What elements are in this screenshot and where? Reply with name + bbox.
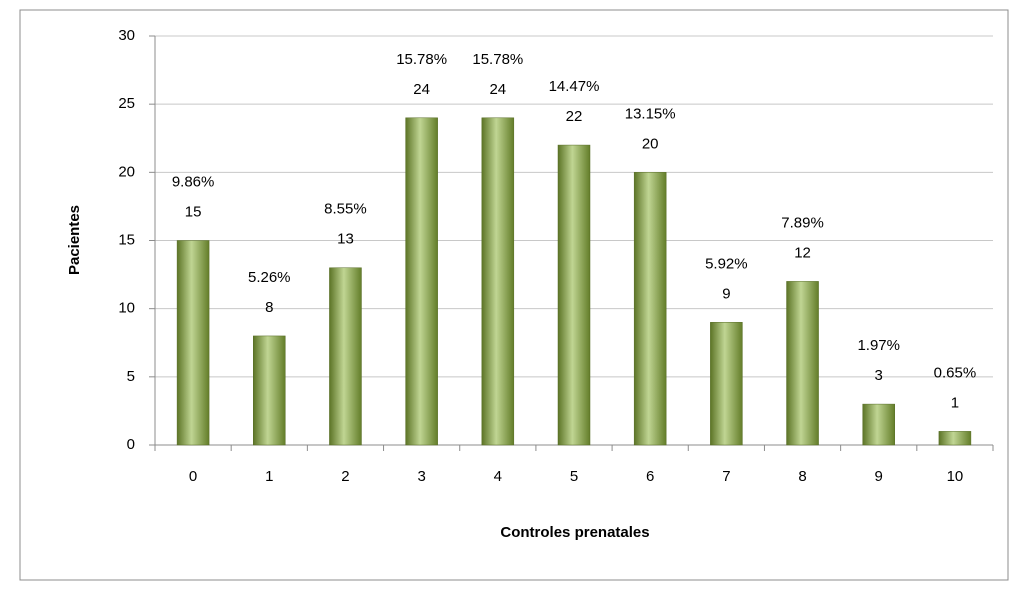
bar: [938, 431, 972, 446]
percent-label: 7.89%: [781, 214, 824, 231]
x-tick-label: 10: [947, 468, 964, 485]
x-tick-label: 8: [798, 468, 806, 485]
percent-label: 5.92%: [705, 255, 748, 272]
value-label: 3: [875, 367, 883, 384]
y-tick-label: 5: [127, 368, 135, 385]
value-label: 12: [794, 244, 811, 261]
percent-label: 5.26%: [248, 269, 291, 286]
value-label: 1: [951, 394, 959, 411]
value-label: 24: [489, 81, 506, 98]
percent-label: 9.86%: [172, 173, 215, 190]
percent-label: 13.15%: [625, 105, 676, 122]
value-label: 9: [722, 285, 730, 302]
x-tick-label: 5: [570, 468, 578, 485]
value-label: 15: [185, 203, 202, 220]
percent-label: 8.55%: [324, 201, 367, 218]
x-tick-label: 1: [265, 468, 273, 485]
percent-label: 0.65%: [934, 364, 977, 381]
x-tick-label: 4: [494, 468, 502, 485]
y-tick-label: 15: [118, 231, 135, 248]
bar: [253, 335, 286, 446]
x-tick-label: 6: [646, 468, 654, 485]
bar: [710, 322, 743, 446]
value-label: 24: [413, 81, 430, 98]
y-tick-label: 30: [118, 27, 135, 44]
x-tick-label: 7: [722, 468, 730, 485]
bar: [329, 267, 362, 446]
bar: [176, 240, 210, 446]
bar: [557, 144, 591, 446]
value-label: 13: [337, 231, 354, 248]
bar: [633, 172, 667, 446]
x-axis-title: Controles prenatales: [500, 524, 649, 541]
bar: [481, 117, 515, 446]
value-label: 20: [642, 135, 659, 152]
x-tick-label: 2: [341, 468, 349, 485]
x-tick-label: 0: [189, 468, 197, 485]
bar: [862, 403, 895, 446]
bar: [405, 117, 438, 446]
value-label: 8: [265, 299, 273, 316]
percent-label: 1.97%: [857, 337, 900, 354]
y-axis-title: Pacientes: [66, 205, 83, 275]
x-tick-label: 3: [417, 468, 425, 485]
percent-label: 14.47%: [549, 78, 600, 95]
y-tick-label: 0: [127, 436, 135, 453]
y-tick-label: 20: [118, 163, 135, 180]
y-tick-label: 10: [118, 300, 135, 317]
y-tick-label: 25: [118, 95, 135, 112]
value-label: 22: [566, 108, 583, 125]
percent-label: 15.78%: [472, 51, 523, 68]
bar: [786, 281, 819, 446]
x-tick-label: 9: [875, 468, 883, 485]
percent-label: 15.78%: [396, 51, 447, 68]
